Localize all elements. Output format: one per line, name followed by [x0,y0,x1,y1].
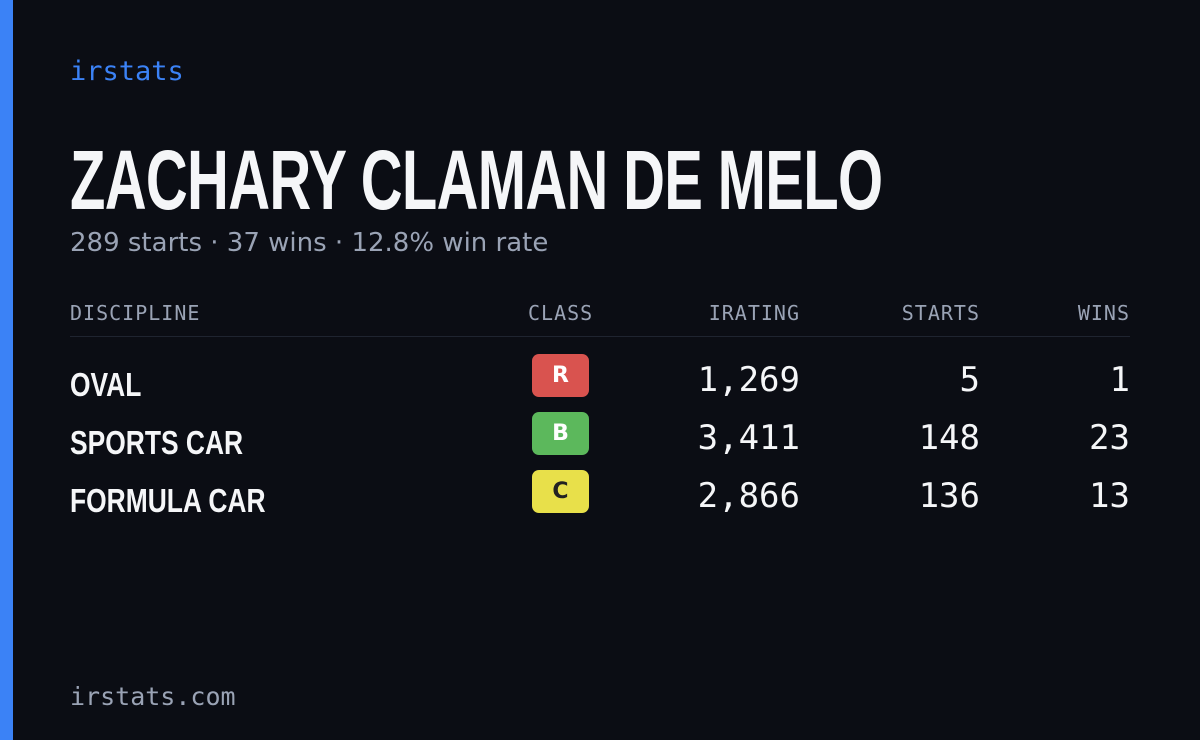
irating: 3,411 [697,418,800,458]
wins: 1 [1109,360,1130,400]
column-header: CLASS [528,301,594,325]
column-header: DISCIPLINE [70,301,201,325]
discipline: SPORTS CAR [70,424,244,461]
wins: 23 [1089,418,1130,458]
irating: 2,866 [697,476,800,516]
footer-url: irstats.com [70,682,236,711]
starts: 136 [918,476,980,516]
summary: 289 starts · 37 wins · 12.8% win rate [70,228,549,258]
brand: irstats [70,56,184,87]
column-header: IRATING [708,301,800,325]
wins: 13 [1089,476,1130,516]
starts: 148 [918,418,980,458]
discipline: OVAL [70,366,142,403]
class-badge: B [532,412,589,455]
irating: 1,269 [697,360,800,400]
column-header: WINS [1077,301,1130,325]
column-header: STARTS [901,301,980,325]
driver-name: ZACHARY CLAMAN DE MELO [70,133,883,227]
header-rule [70,336,1130,337]
discipline: FORMULA CAR [70,482,266,519]
starts: 5 [959,360,980,400]
class-badge: C [532,470,589,513]
class-badge: R [532,354,589,397]
accent-stripe [0,0,13,740]
